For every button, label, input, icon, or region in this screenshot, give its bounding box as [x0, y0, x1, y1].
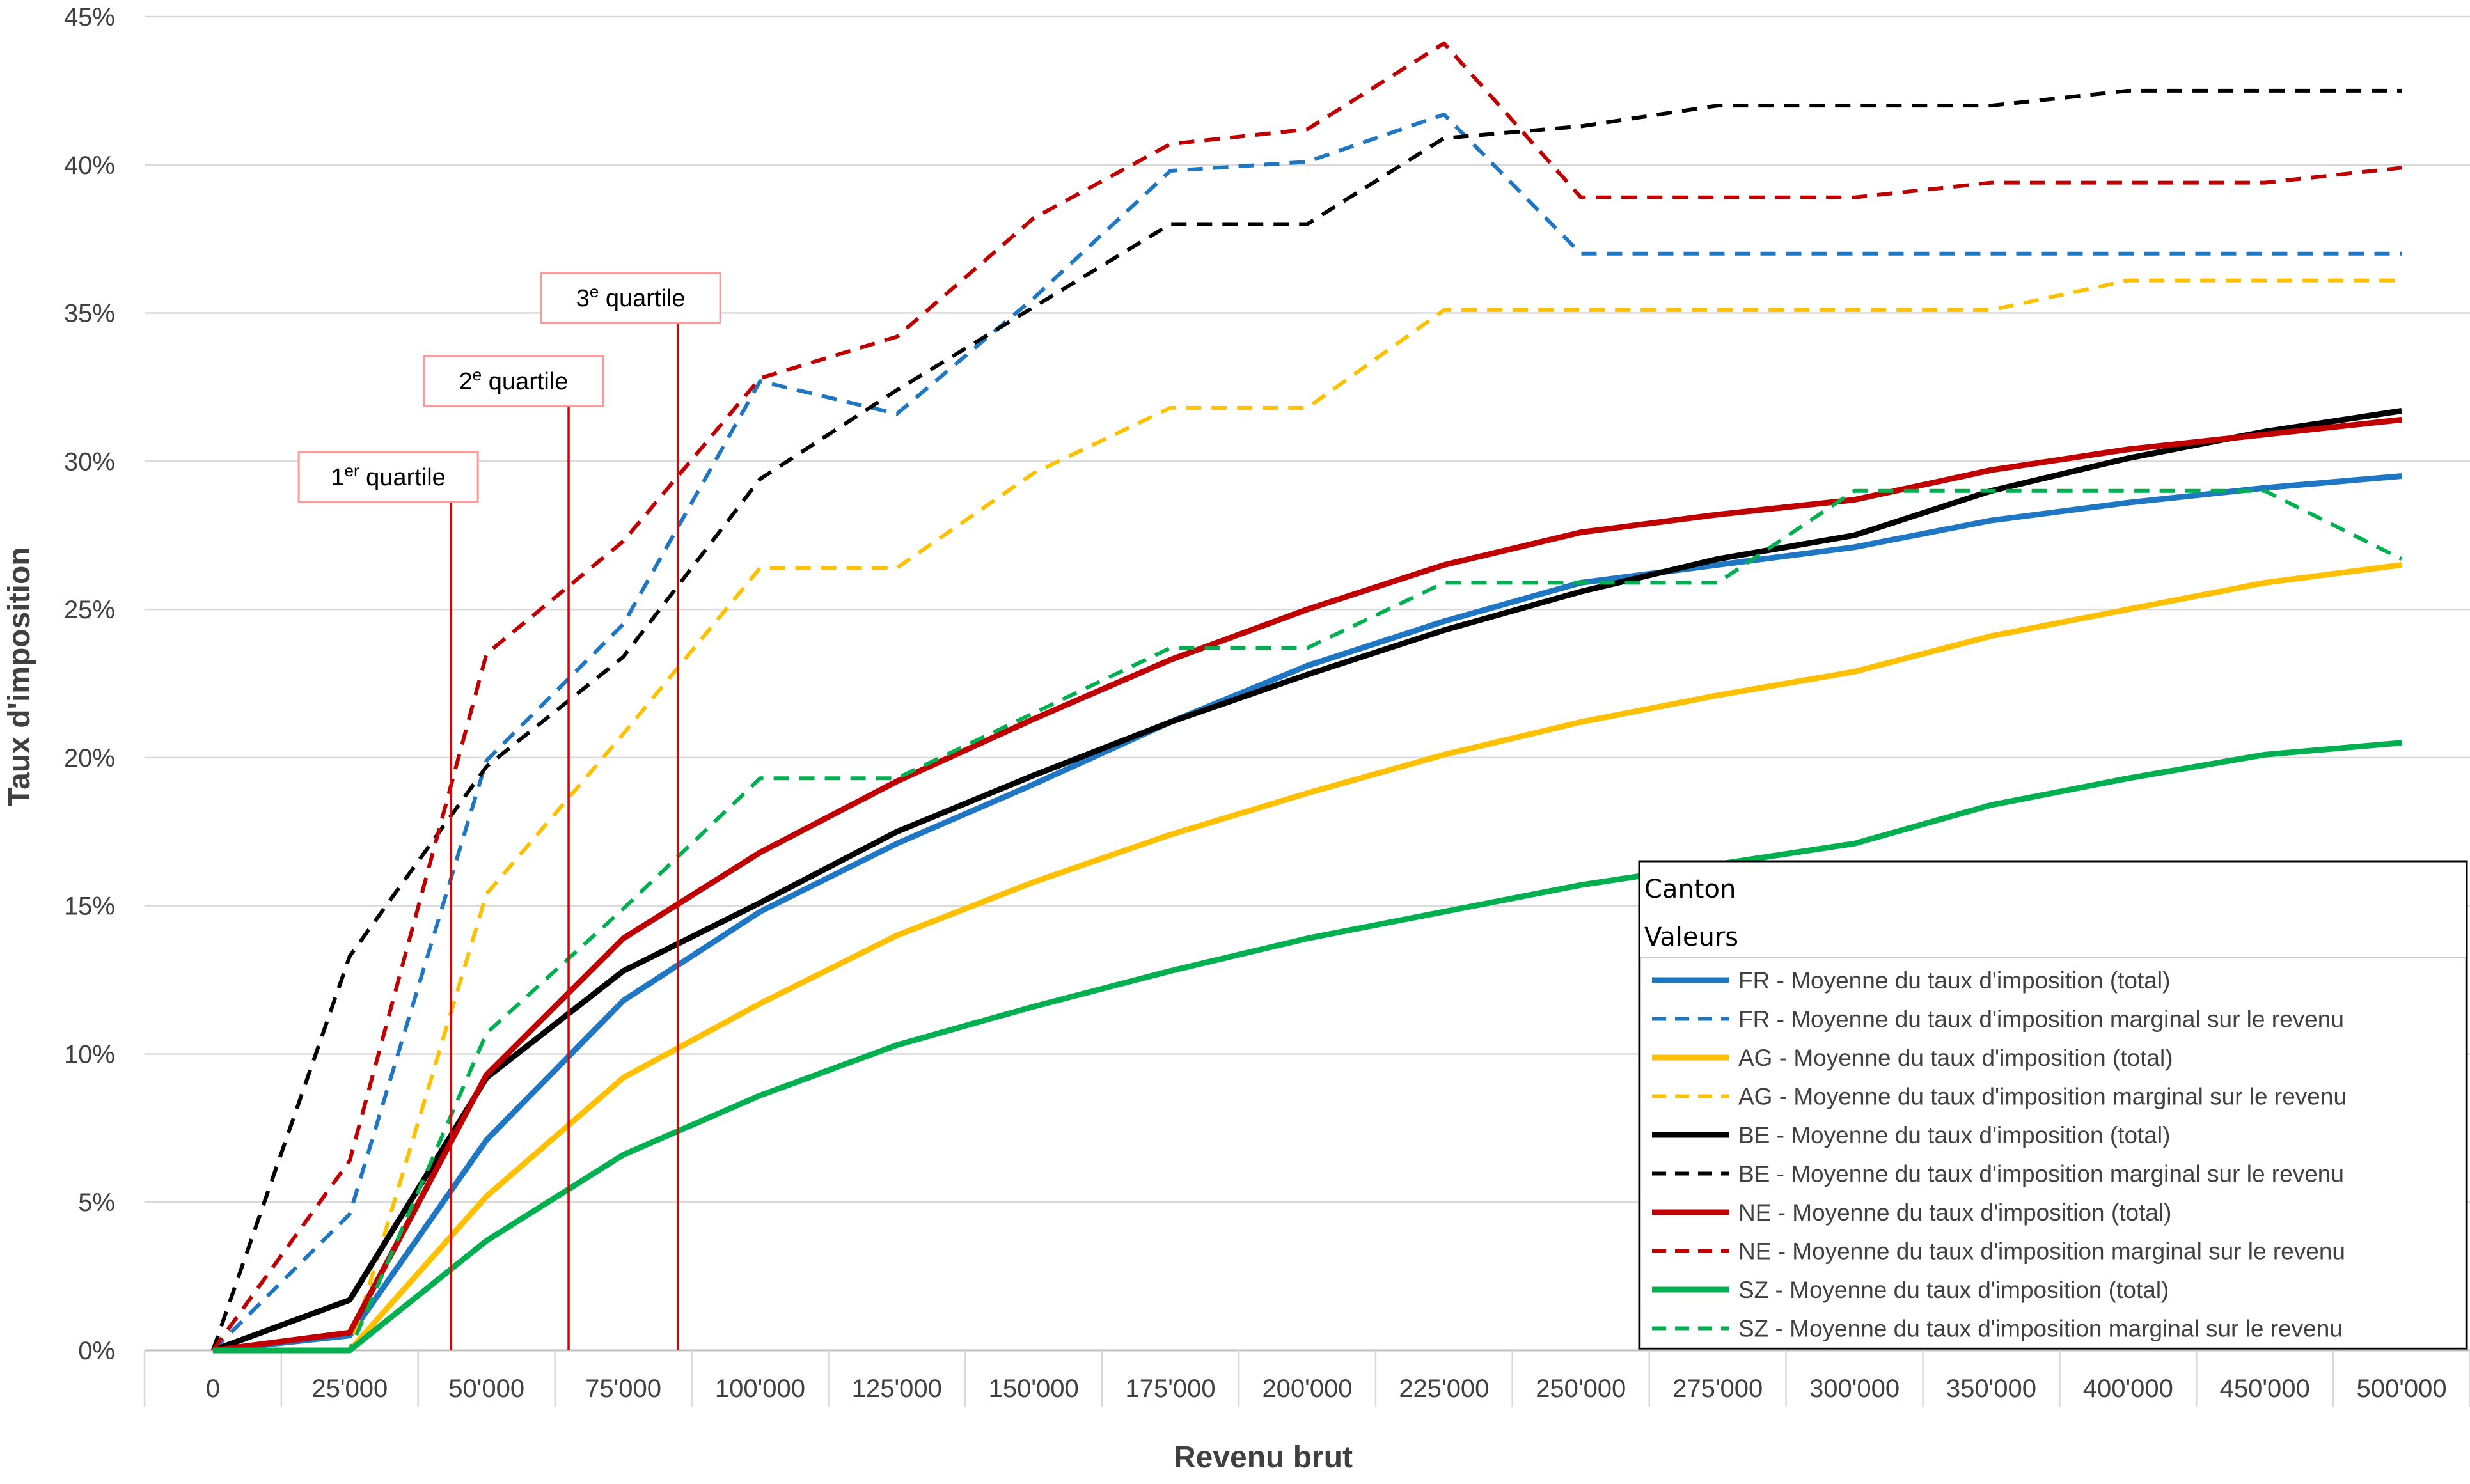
x-tick-label: 75'000	[585, 1375, 661, 1403]
quartile-label-box	[540, 272, 721, 324]
y-tick-label: 10%	[64, 1040, 115, 1068]
quartile-label: 1er quartile	[331, 461, 445, 491]
x-tick-label: 100'000	[715, 1375, 805, 1403]
legend-entry: NE - Moyenne du taux d'imposition (total…	[1738, 1199, 2172, 1226]
series-line	[212, 278, 2402, 1352]
quartile-label-box	[423, 355, 604, 407]
legend-entry: BE - Moyenne du taux d'imposition margin…	[1738, 1161, 2344, 1187]
legend-header-valeurs: Valeurs	[1644, 923, 1738, 952]
legend-entry: AG - Moyenne du taux d'imposition (total…	[1738, 1045, 2173, 1071]
x-tick-label: 300'000	[1809, 1375, 1900, 1403]
series-line	[212, 473, 2402, 1354]
y-tick-label: 0%	[78, 1337, 115, 1365]
y-tick-labels: 0% 5% 10% 15% 20% 25% 30% 35% 40% 45%	[64, 3, 115, 1365]
x-axis-title: Revenu brut	[1174, 1441, 1353, 1474]
series-line	[211, 41, 2402, 1352]
quartile-markers: 1er quartile 2e quartile 3e quartile	[297, 272, 721, 1350]
legend-entry: FR - Moyenne du taux d'imposition margin…	[1738, 1006, 2344, 1033]
x-tick-label: 175'000	[1126, 1375, 1216, 1403]
legend-entry: NE - Moyenne du taux d'imposition margin…	[1738, 1238, 2345, 1265]
x-tick-label: 200'000	[1262, 1375, 1352, 1403]
y-tick-label: 25%	[64, 596, 115, 624]
series-line	[211, 88, 2402, 1351]
y-axis-title: Taux d'imposition	[3, 547, 36, 806]
y-tick-label: 40%	[64, 152, 115, 180]
x-tick-label: 150'000	[989, 1375, 1079, 1403]
quartile-label: 2e quartile	[459, 365, 569, 395]
x-tick-label: 500'000	[2356, 1375, 2446, 1403]
x-tick-label: 350'000	[1946, 1375, 2036, 1403]
x-tick-labels: 0 25'000 50'000 75'000 100'000 125'000 150'000…	[206, 1375, 2447, 1403]
legend-entry: AG - Moyenne du taux d'imposition margin…	[1738, 1084, 2347, 1110]
quartile-label-box	[297, 451, 479, 503]
series-line	[212, 416, 2402, 1354]
legend-entry: SZ - Moyenne du taux d'imposition margin…	[1738, 1316, 2343, 1342]
y-tick-label: 15%	[64, 893, 115, 921]
series-line	[212, 488, 2403, 1352]
series-lines	[211, 41, 2403, 1354]
legend-entry: BE - Moyenne du taux d'imposition (total…	[1738, 1122, 2170, 1148]
legend-header-canton: Canton	[1644, 875, 1736, 904]
x-tick-label: 400'000	[2083, 1375, 2173, 1403]
series-line	[212, 408, 2402, 1354]
x-tick-label: 275'000	[1672, 1375, 1763, 1403]
y-tick-label: 30%	[64, 448, 115, 476]
x-tick-label: 250'000	[1536, 1375, 1626, 1403]
x-tick-label: 125'000	[852, 1375, 942, 1403]
y-tick-label: 35%	[64, 300, 115, 328]
legend-entry: FR - Moyenne du taux d'imposition (total…	[1738, 967, 2170, 994]
x-tick-label: 450'000	[2220, 1375, 2310, 1403]
x-tick-label: 25'000	[311, 1375, 388, 1403]
series-line	[212, 740, 2402, 1354]
y-tick-label: 45%	[64, 3, 115, 31]
axes	[143, 1349, 2470, 1407]
y-tick-label: 20%	[64, 744, 115, 772]
x-tick-label: 50'000	[448, 1375, 524, 1403]
x-tick-label: 0	[206, 1375, 220, 1403]
series-line	[211, 113, 2402, 1352]
y-tick-label: 5%	[78, 1189, 115, 1217]
legend-entry: SZ - Moyenne du taux d'imposition (total…	[1738, 1277, 2169, 1303]
legend-inner-box	[1640, 957, 2466, 1348]
legend-box	[1638, 860, 2468, 1350]
series-line	[212, 562, 2402, 1354]
x-tick-label: 225'000	[1399, 1375, 1489, 1403]
quartile-label: 3e quartile	[576, 282, 686, 312]
